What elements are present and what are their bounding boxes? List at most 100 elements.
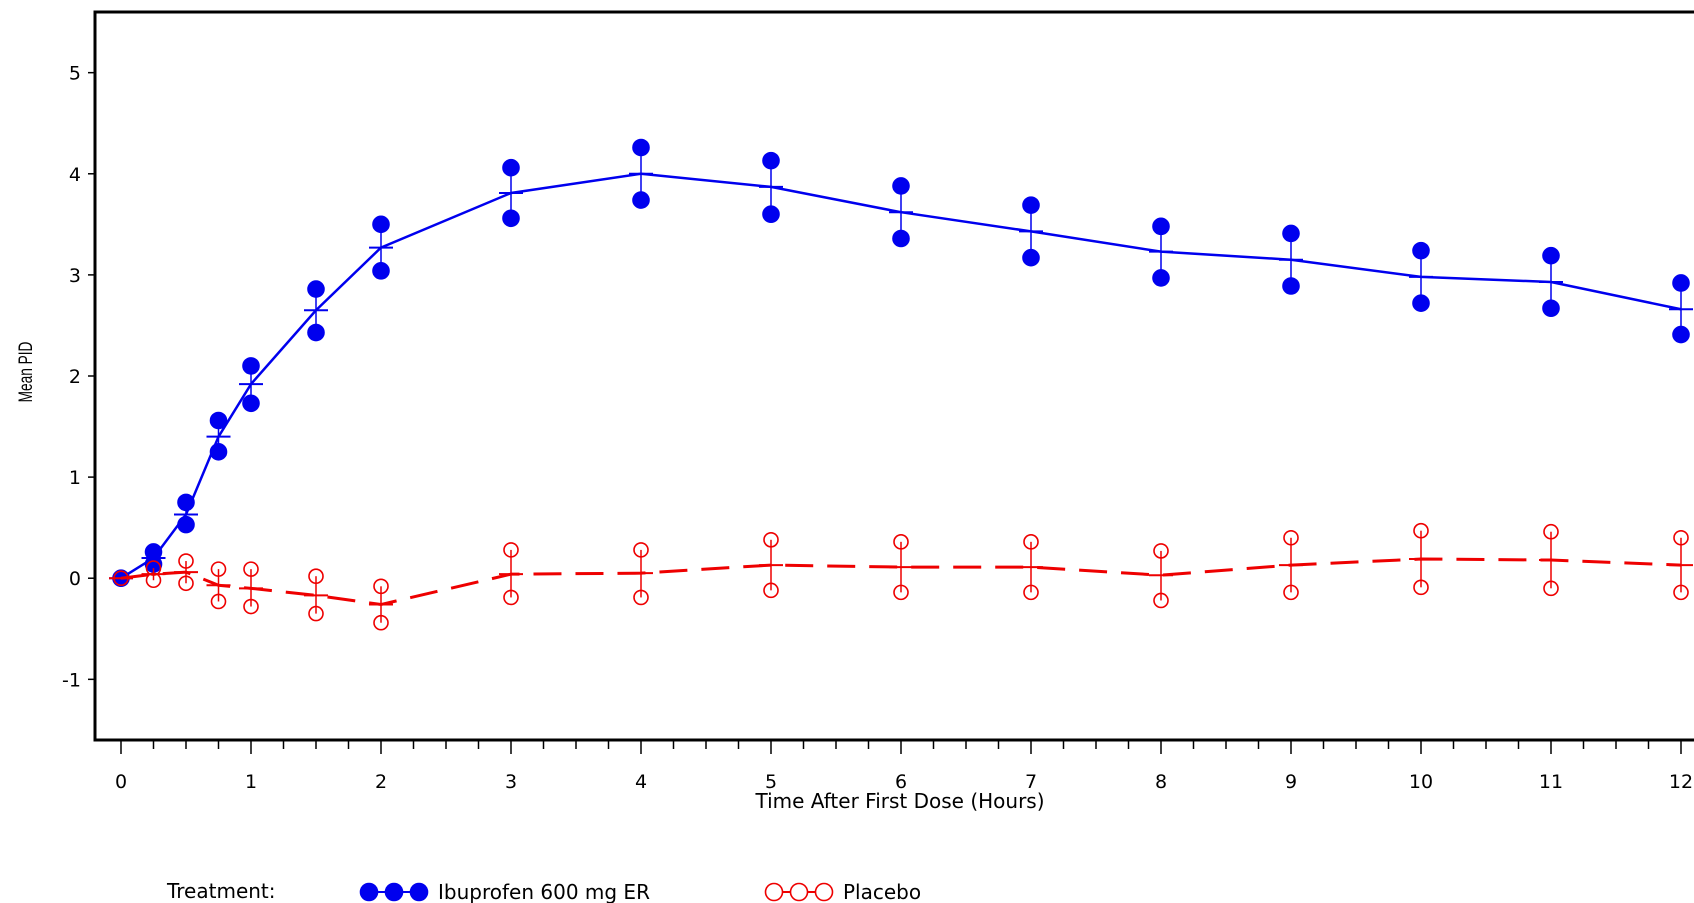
data-point [1149,217,1173,287]
marker-upper [177,493,195,512]
data-point [369,578,393,631]
data-point [499,158,523,228]
legend-marker [814,882,834,902]
legend-marker [359,882,379,902]
marker-upper [893,534,909,550]
series-1 [109,522,1693,631]
data-point [206,411,231,461]
marker-lower [892,229,910,248]
plot-layer [109,138,1693,631]
data-point [629,542,653,606]
y-tick-label: 4 [69,164,81,186]
marker-upper [1412,241,1430,260]
marker-upper [243,561,259,577]
data-point [109,570,133,587]
legend-items: Ibuprofen 600 mg ER Placebo [359,880,921,903]
y-tick-label: 0 [69,568,81,590]
data-point [1409,241,1433,313]
marker-lower [307,323,325,342]
marker-upper [1282,224,1300,243]
marker-lower [503,589,519,606]
marker-lower [243,598,259,615]
legend-item-1: Placebo [764,880,921,903]
marker-lower [372,262,390,280]
x-tick-label: 2 [375,771,387,793]
marker-lower [1413,579,1429,596]
legend-marker [789,882,809,902]
marker-upper [372,215,390,234]
y-tick-label: 1 [69,467,81,489]
data-point [889,177,913,248]
marker-upper [1283,529,1299,546]
marker-upper [503,542,519,558]
series-0 [109,138,1693,588]
y-tick-label: -1 [62,669,81,691]
data-point [1019,534,1043,601]
data-point [629,138,653,209]
marker-lower [1283,584,1299,601]
marker-lower [308,605,324,622]
marker-upper [1153,543,1169,559]
marker-lower [1543,580,1559,597]
marker-lower [502,209,520,228]
y-axis-title: Mean PID [15,342,37,403]
data-point [1279,529,1303,601]
x-tick-label: 0 [115,771,127,793]
marker-lower [1023,584,1039,601]
marker-lower [1022,248,1040,267]
marker-lower [178,575,194,592]
y-tick-label: 2 [69,366,81,388]
legend-item-0: Ibuprofen 600 mg ER [359,880,650,903]
data-point [369,215,393,280]
marker-lower [210,593,227,610]
marker-lower [1152,269,1170,287]
marker-upper [762,151,780,170]
marker-lower [762,205,780,224]
data-point [499,542,523,606]
data-point [1539,246,1563,318]
marker-lower [633,589,649,606]
marker-lower [1673,584,1689,601]
marker [113,570,129,587]
marker-upper [308,568,324,585]
data-point [889,534,913,601]
legend-marker [409,882,429,902]
marker-upper [307,280,325,298]
data-point [304,280,328,342]
data-point [1539,523,1563,597]
marker-upper [1542,246,1560,265]
marker-lower [209,443,228,461]
data-point [1669,529,1693,601]
marker-upper [1152,217,1170,236]
x-tick-label: 5 [765,771,777,793]
marker-upper [763,531,779,548]
y-tick-label: 3 [69,265,81,287]
data-point [141,560,166,589]
x-axis-title: Time After First Dose (Hours) [754,789,1044,813]
marker-lower [1542,299,1560,318]
marker-lower [632,191,650,209]
x-tick-label: 4 [635,771,647,793]
marker-lower [242,394,260,413]
marker-lower [1672,325,1690,344]
marker-upper [892,177,910,195]
data-point [759,151,783,224]
marker-lower [177,515,195,534]
x-tick-label: 8 [1155,771,1167,793]
marker-upper [178,553,194,569]
data-point [1409,522,1433,596]
legend-marker [384,882,404,902]
marker-upper [1543,523,1559,540]
legend-label: Placebo [843,880,921,903]
legend-marker [764,882,784,902]
marker-lower [145,572,162,589]
data-point [1149,543,1173,609]
legend-filled-circle-icon [359,882,429,902]
legend-title: Treatment: [166,879,276,903]
data-point [206,561,231,610]
marker-upper [633,542,649,558]
marker-lower [1153,592,1169,609]
data-point [304,568,328,622]
data-point [1019,196,1043,267]
